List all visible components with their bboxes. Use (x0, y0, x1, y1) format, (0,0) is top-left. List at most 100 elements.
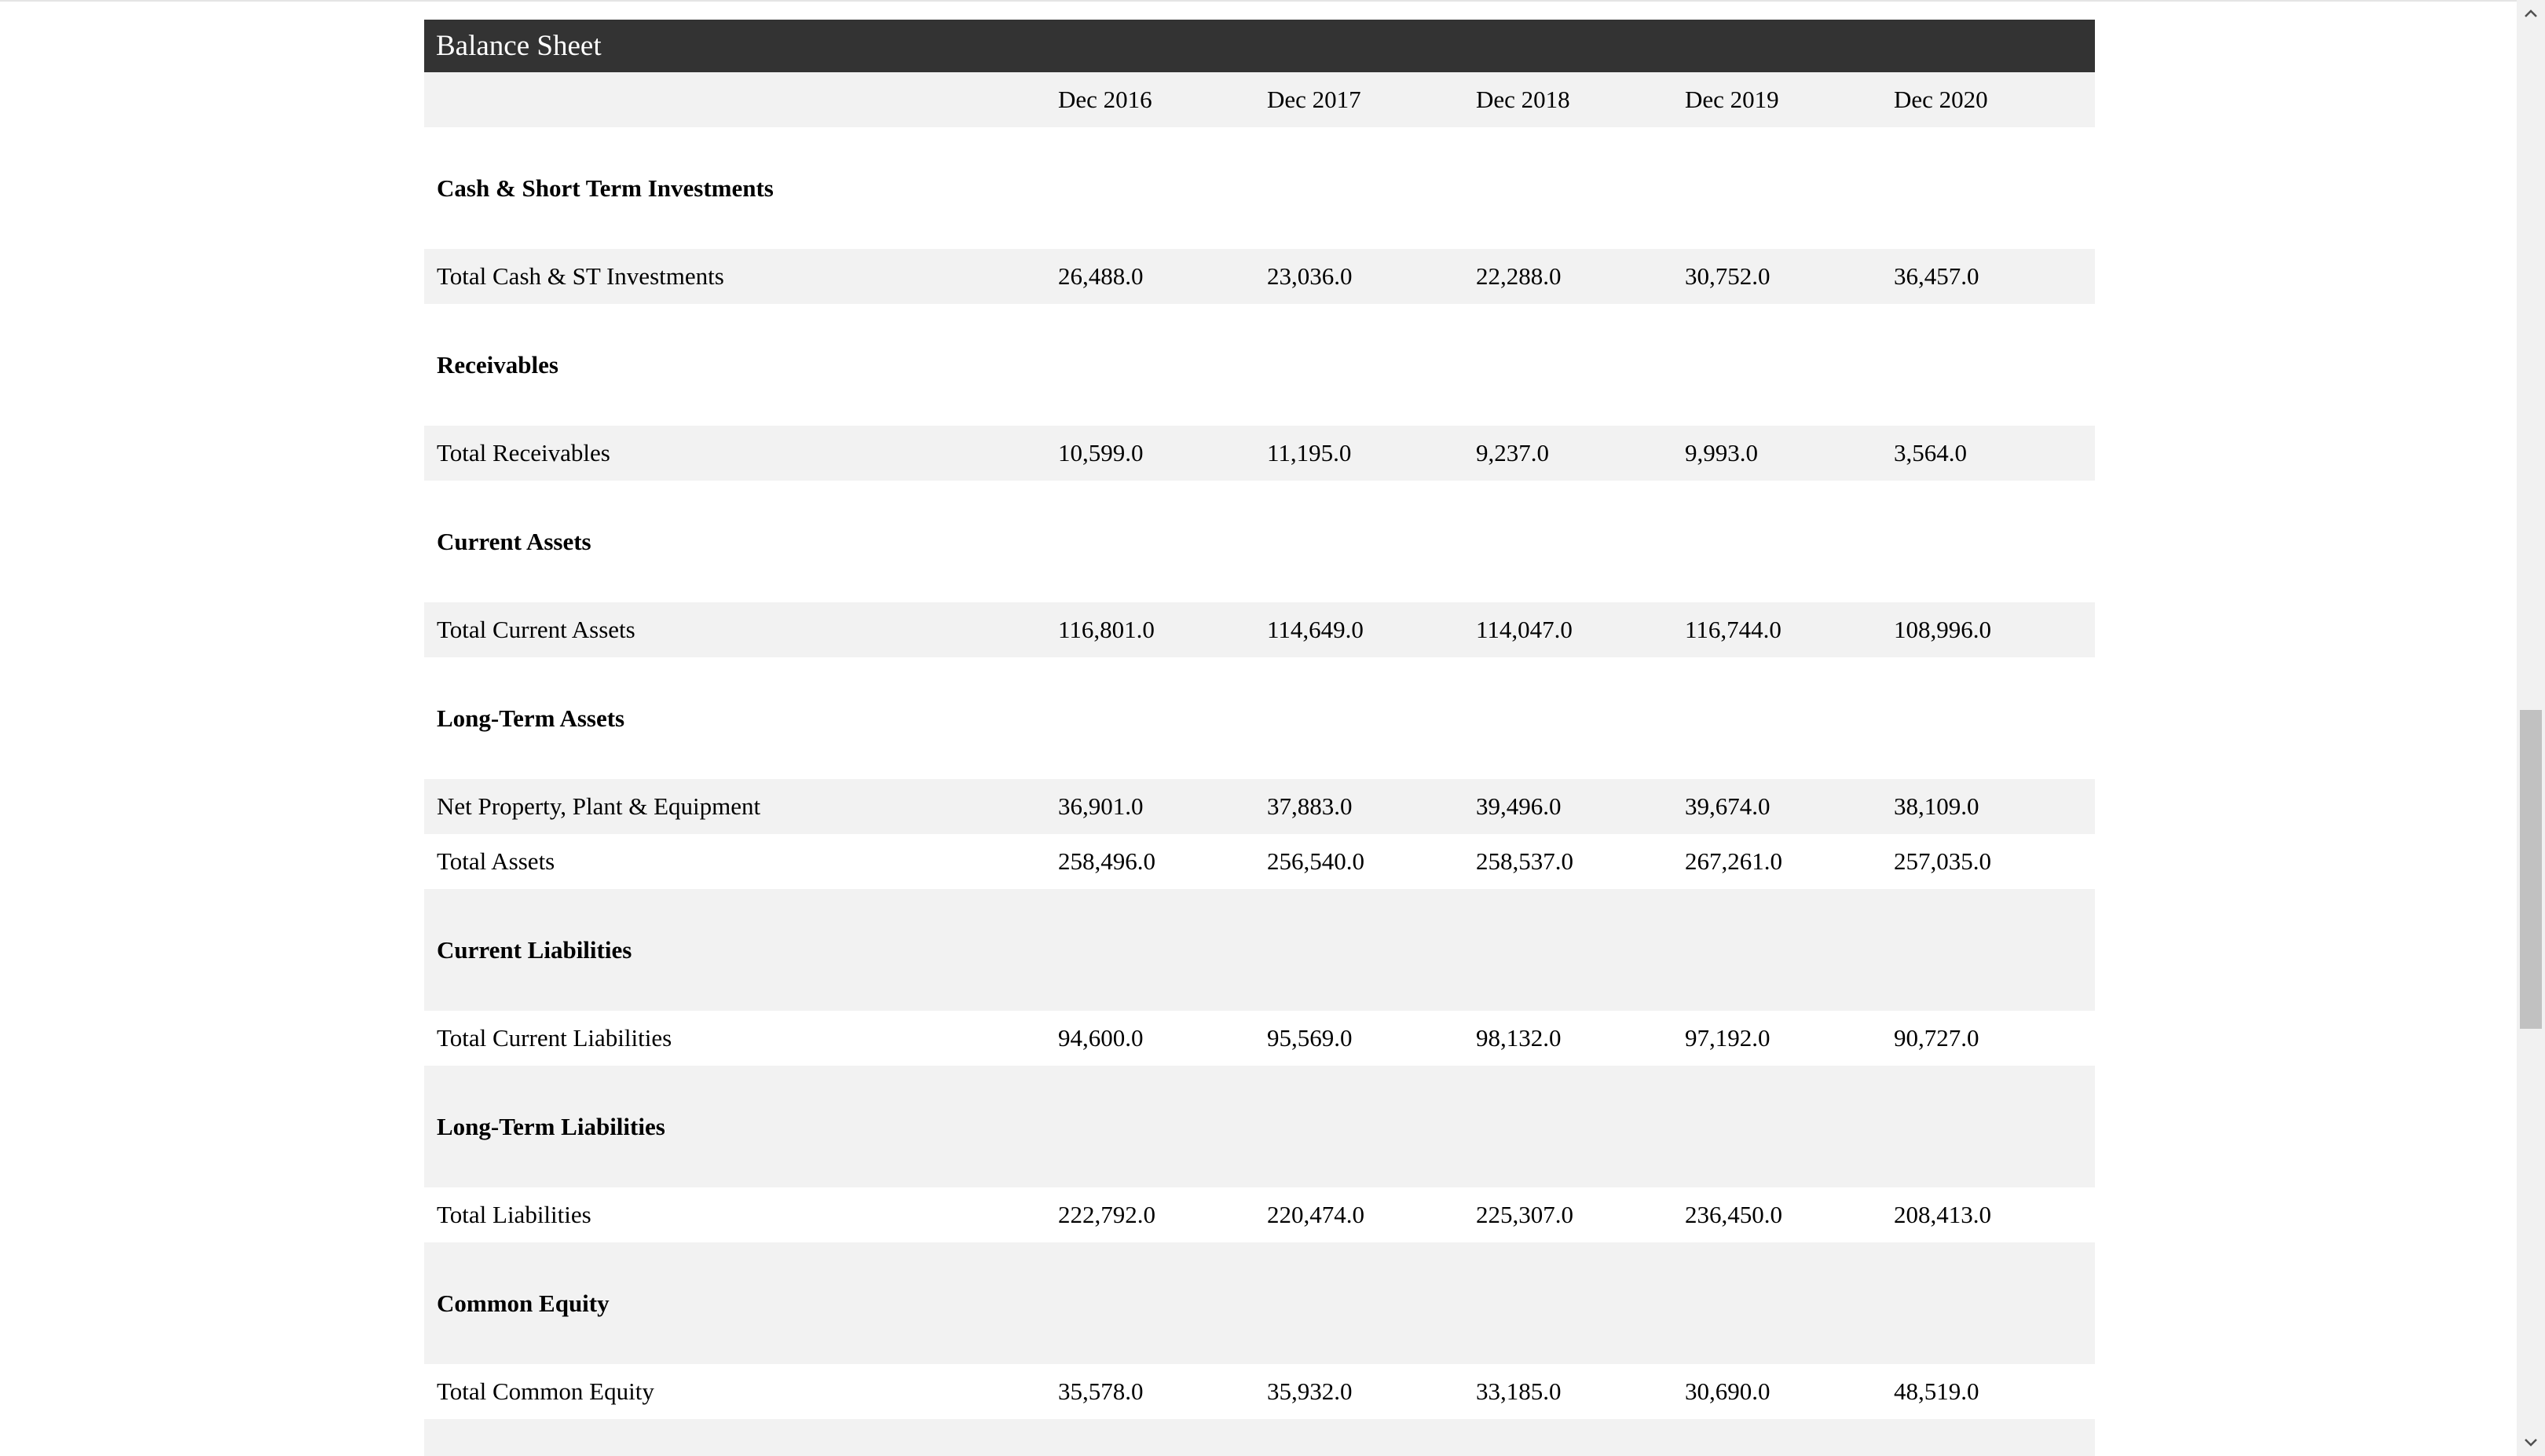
table-cell (1476, 304, 1685, 426)
column-header: Dec 2016 (1058, 86, 1152, 113)
row-label: Net Property, Plant & Equipment (437, 792, 761, 820)
table-cell: 3,564.0 (1894, 439, 1967, 466)
table-cell: 225,307.0 (1476, 1201, 1573, 1228)
balance-sheet-table: Dec 2016 Dec 2017 Dec 2018 Dec 2019 Dec … (424, 72, 2095, 1456)
table-row: Total Receivables 10,599.0 11,195.0 9,23… (424, 426, 2095, 481)
table-cell (1267, 1066, 1476, 1187)
table-cell: 36,457.0 (1894, 262, 1979, 290)
table-row: Total Liabilities 222,792.0 220,474.0 22… (424, 1187, 2095, 1242)
section-heading: Common Equity (437, 1289, 610, 1317)
column-header-label (424, 72, 1058, 127)
section-row: Current Liabilities (424, 889, 2095, 1011)
section-row: Current Assets (424, 481, 2095, 602)
table-cell: 116,801.0 (1058, 616, 1155, 643)
table-row (424, 1419, 2095, 1456)
table-cell: 48,519.0 (1894, 1377, 1979, 1405)
table-cell: 236,450.0 (1685, 1201, 1782, 1228)
section-row: Long-Term Assets (424, 657, 2095, 779)
table-cell (1685, 657, 1894, 779)
table-cell (1267, 889, 1476, 1011)
row-label: Total Common Equity (437, 1377, 654, 1405)
section-heading: Receivables (437, 350, 558, 379)
table-cell (1058, 1242, 1267, 1364)
section-heading: Long-Term Liabilities (437, 1112, 665, 1140)
table-row: Net Property, Plant & Equipment 36,901.0… (424, 779, 2095, 834)
row-label: Total Liabilities (437, 1201, 591, 1228)
section-row: Receivables (424, 304, 2095, 426)
column-header: Dec 2017 (1267, 86, 1361, 113)
table-cell (1685, 127, 1894, 249)
table-cell: 9,993.0 (1685, 439, 1758, 466)
table-cell (1894, 1066, 2095, 1187)
table-cell: 98,132.0 (1476, 1024, 1562, 1052)
table-cell: 36,901.0 (1058, 792, 1144, 820)
top-divider (0, 0, 2517, 2)
table-cell: 267,261.0 (1685, 847, 1782, 875)
table-cell (1267, 304, 1476, 426)
table-cell (1476, 657, 1685, 779)
table-cell (1894, 304, 2095, 426)
section-row: Common Equity (424, 1242, 2095, 1364)
table-row: Total Cash & ST Investments 26,488.0 23,… (424, 249, 2095, 304)
table-cell: 94,600.0 (1058, 1024, 1144, 1052)
table-cell (1058, 889, 1267, 1011)
table-cell: 97,192.0 (1685, 1024, 1771, 1052)
table-cell (1267, 127, 1476, 249)
table-cell (1894, 1419, 2095, 1456)
table-cell: 30,690.0 (1685, 1377, 1771, 1405)
vertical-scrollbar[interactable] (2517, 0, 2545, 1456)
table-cell: 114,649.0 (1267, 616, 1364, 643)
table-cell: 95,569.0 (1267, 1024, 1353, 1052)
table-cell: 39,496.0 (1476, 792, 1562, 820)
table-cell (1685, 304, 1894, 426)
table-cell (1058, 657, 1267, 779)
table-cell: 10,599.0 (1058, 439, 1144, 466)
table-row: Total Assets 258,496.0 256,540.0 258,537… (424, 834, 2095, 889)
table-cell: 35,578.0 (1058, 1377, 1144, 1405)
table-cell: 108,996.0 (1894, 616, 1991, 643)
table-cell: 26,488.0 (1058, 262, 1144, 290)
table-cell: 257,035.0 (1894, 847, 1991, 875)
column-header: Dec 2019 (1685, 86, 1779, 113)
table-cell: 38,109.0 (1894, 792, 1979, 820)
table-cell: 39,674.0 (1685, 792, 1771, 820)
chevron-up-icon[interactable] (2517, 0, 2545, 27)
section-heading: Long-Term Assets (437, 704, 625, 732)
table-cell (1476, 1419, 1685, 1456)
table-cell: 35,932.0 (1267, 1377, 1353, 1405)
row-label (424, 1419, 1058, 1456)
table-cell: 11,195.0 (1267, 439, 1352, 466)
section-row: Long-Term Liabilities (424, 1066, 2095, 1187)
table-cell (1685, 1066, 1894, 1187)
table-cell: 208,413.0 (1894, 1201, 1991, 1228)
table-row: Total Current Assets 116,801.0 114,649.0… (424, 602, 2095, 657)
table-cell: 258,496.0 (1058, 847, 1155, 875)
section-heading: Cash & Short Term Investments (437, 174, 774, 202)
table-cell: 116,744.0 (1685, 616, 1782, 643)
table-cell (1476, 889, 1685, 1011)
table-cell (1685, 481, 1894, 602)
table-cell: 222,792.0 (1058, 1201, 1155, 1228)
table-cell (1476, 127, 1685, 249)
scrollbar-thumb[interactable] (2520, 710, 2542, 1029)
table-cell: 256,540.0 (1267, 847, 1364, 875)
table-cell (1894, 657, 2095, 779)
chevron-down-icon[interactable] (2517, 1429, 2545, 1456)
table-cell: 22,288.0 (1476, 262, 1562, 290)
section-row: Cash & Short Term Investments (424, 127, 2095, 249)
table-cell (1685, 1419, 1894, 1456)
table-cell (1058, 481, 1267, 602)
table-cell (1894, 889, 2095, 1011)
table-cell: 37,883.0 (1267, 792, 1353, 820)
table-cell (1267, 657, 1476, 779)
table-cell (1058, 1066, 1267, 1187)
table-row: Total Common Equity 35,578.0 35,932.0 33… (424, 1364, 2095, 1419)
section-heading: Current Liabilities (437, 935, 632, 964)
row-label: Total Current Assets (437, 616, 635, 643)
table-cell (1476, 1066, 1685, 1187)
section-heading: Current Assets (437, 527, 591, 555)
table-cell (1476, 481, 1685, 602)
balance-sheet-title: Balance Sheet (424, 20, 2095, 72)
table-cell: 114,047.0 (1476, 616, 1573, 643)
table-cell: 9,237.0 (1476, 439, 1549, 466)
